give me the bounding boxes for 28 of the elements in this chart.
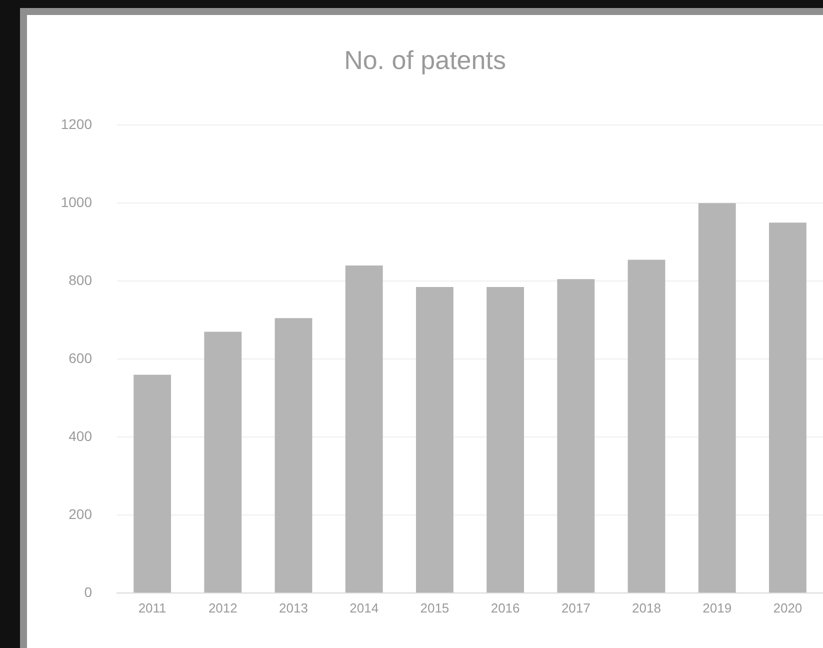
bar bbox=[768, 222, 806, 592]
x-tick-label: 2017 bbox=[561, 600, 590, 616]
x-tick-label: 2011 bbox=[138, 600, 166, 616]
x-tick-label: 2015 bbox=[420, 600, 450, 616]
bar bbox=[134, 374, 172, 592]
x-tick-label: 2016 bbox=[490, 600, 520, 616]
y-tick-label: 0 bbox=[84, 584, 92, 600]
bar bbox=[274, 318, 312, 592]
bar bbox=[628, 260, 666, 592]
y-tick-label: 800 bbox=[68, 272, 92, 288]
x-tick-label: 2012 bbox=[208, 600, 238, 616]
bar bbox=[557, 279, 595, 592]
y-tick-label: 1200 bbox=[60, 116, 92, 132]
x-tick-label: 2018 bbox=[632, 600, 661, 616]
x-tick-label: 2019 bbox=[702, 600, 732, 616]
x-tick-label: 2014 bbox=[350, 600, 379, 616]
chart-title: No. of patents bbox=[344, 44, 506, 75]
bar bbox=[698, 203, 736, 592]
bar bbox=[416, 286, 454, 592]
y-tick-label: 1000 bbox=[60, 194, 92, 210]
y-tick-label: 400 bbox=[68, 428, 92, 444]
bar bbox=[345, 266, 383, 592]
x-tick-label: 2020 bbox=[773, 600, 802, 616]
bar bbox=[486, 286, 524, 592]
y-tick-label: 200 bbox=[68, 506, 92, 522]
bar bbox=[204, 332, 242, 592]
x-tick-label: 2013 bbox=[279, 600, 308, 616]
y-tick-label: 600 bbox=[68, 350, 92, 366]
